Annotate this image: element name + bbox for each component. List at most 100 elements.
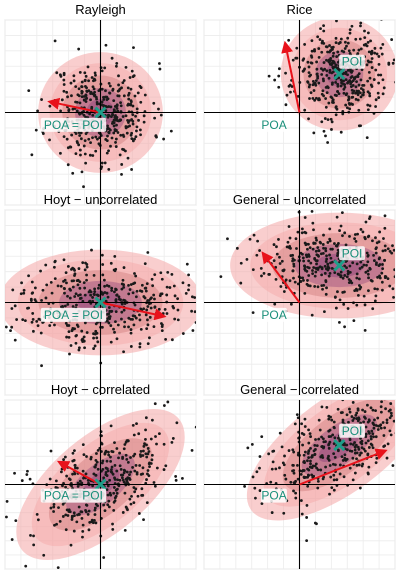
label-background	[339, 246, 365, 261]
data-point	[325, 257, 329, 261]
data-point	[372, 435, 375, 439]
data-point	[82, 144, 86, 148]
data-point	[314, 79, 318, 83]
data-point	[343, 443, 347, 447]
panel-title: Hoyt − uncorrelated	[44, 192, 158, 207]
data-point	[361, 408, 364, 412]
data-point	[66, 95, 69, 99]
data-point	[121, 278, 125, 282]
data-point	[113, 441, 116, 445]
data-point	[323, 264, 327, 268]
data-point	[123, 320, 127, 324]
data-point	[115, 107, 119, 110]
data-point	[389, 411, 393, 415]
data-point	[153, 116, 157, 120]
data-point	[91, 136, 94, 140]
data-point	[139, 133, 142, 137]
data-point	[282, 290, 286, 293]
data-point	[139, 455, 143, 458]
data-point	[93, 71, 97, 75]
data-point	[138, 313, 141, 317]
data-point	[317, 81, 321, 85]
data-point	[110, 115, 113, 118]
data-point	[366, 439, 370, 443]
data-point	[132, 323, 136, 327]
data-point	[328, 271, 332, 275]
data-point	[320, 92, 324, 96]
data-point	[79, 153, 82, 157]
data-point	[345, 266, 348, 270]
data-point	[109, 455, 112, 459]
data-point	[48, 138, 51, 142]
data-point	[123, 443, 127, 446]
data-point	[343, 47, 347, 50]
data-point	[295, 247, 298, 250]
data-point	[354, 239, 358, 243]
data-point	[309, 459, 312, 463]
data-point	[323, 271, 327, 275]
data-point	[82, 98, 86, 102]
data-point	[42, 553, 46, 557]
data-point	[88, 289, 92, 292]
data-point	[372, 259, 376, 262]
data-point	[137, 432, 141, 436]
data-point	[76, 484, 80, 488]
data-point	[345, 275, 349, 279]
data-point	[145, 478, 148, 481]
data-point	[131, 466, 134, 469]
data-point	[235, 246, 239, 250]
data-point	[335, 215, 339, 219]
data-point	[258, 455, 262, 458]
data-point	[315, 72, 319, 76]
data-point	[64, 271, 68, 275]
data-point	[33, 298, 37, 302]
data-point	[307, 266, 311, 270]
data-point	[351, 456, 355, 460]
data-point	[66, 265, 70, 268]
data-point	[93, 77, 96, 81]
data-point	[295, 46, 299, 50]
data-point	[143, 93, 147, 97]
data-point	[379, 426, 383, 430]
data-point	[337, 436, 340, 440]
data-point	[336, 290, 339, 294]
data-point	[31, 312, 35, 315]
data-point	[339, 84, 343, 88]
data-point	[146, 447, 150, 450]
data-point	[307, 259, 311, 263]
data-point	[126, 86, 130, 90]
data-point	[104, 89, 107, 93]
data-point	[41, 288, 45, 292]
data-point	[317, 266, 320, 270]
data-point	[301, 443, 305, 447]
data-point	[55, 522, 58, 526]
data-point	[307, 450, 311, 453]
data-point	[67, 330, 71, 334]
data-point	[133, 452, 137, 456]
data-point	[296, 463, 299, 467]
data-point	[372, 426, 376, 430]
data-point	[121, 133, 125, 137]
data-point	[306, 484, 310, 488]
data-point	[366, 260, 370, 264]
data-point	[106, 503, 110, 507]
data-point	[396, 429, 399, 432]
data-point	[355, 463, 359, 467]
data-point	[320, 267, 324, 271]
data-point	[379, 405, 383, 409]
data-point	[68, 296, 72, 300]
data-point	[289, 302, 293, 306]
data-point	[122, 148, 126, 152]
data-point	[374, 98, 378, 102]
data-point	[36, 109, 39, 113]
data-point	[305, 539, 309, 543]
data-point	[360, 265, 364, 269]
data-point	[291, 257, 295, 261]
data-point	[49, 506, 53, 510]
data-point	[327, 101, 331, 105]
data-point	[120, 282, 124, 286]
data-point	[331, 54, 335, 58]
data-point	[144, 313, 148, 317]
data-point	[358, 91, 362, 95]
data-point	[82, 113, 86, 117]
